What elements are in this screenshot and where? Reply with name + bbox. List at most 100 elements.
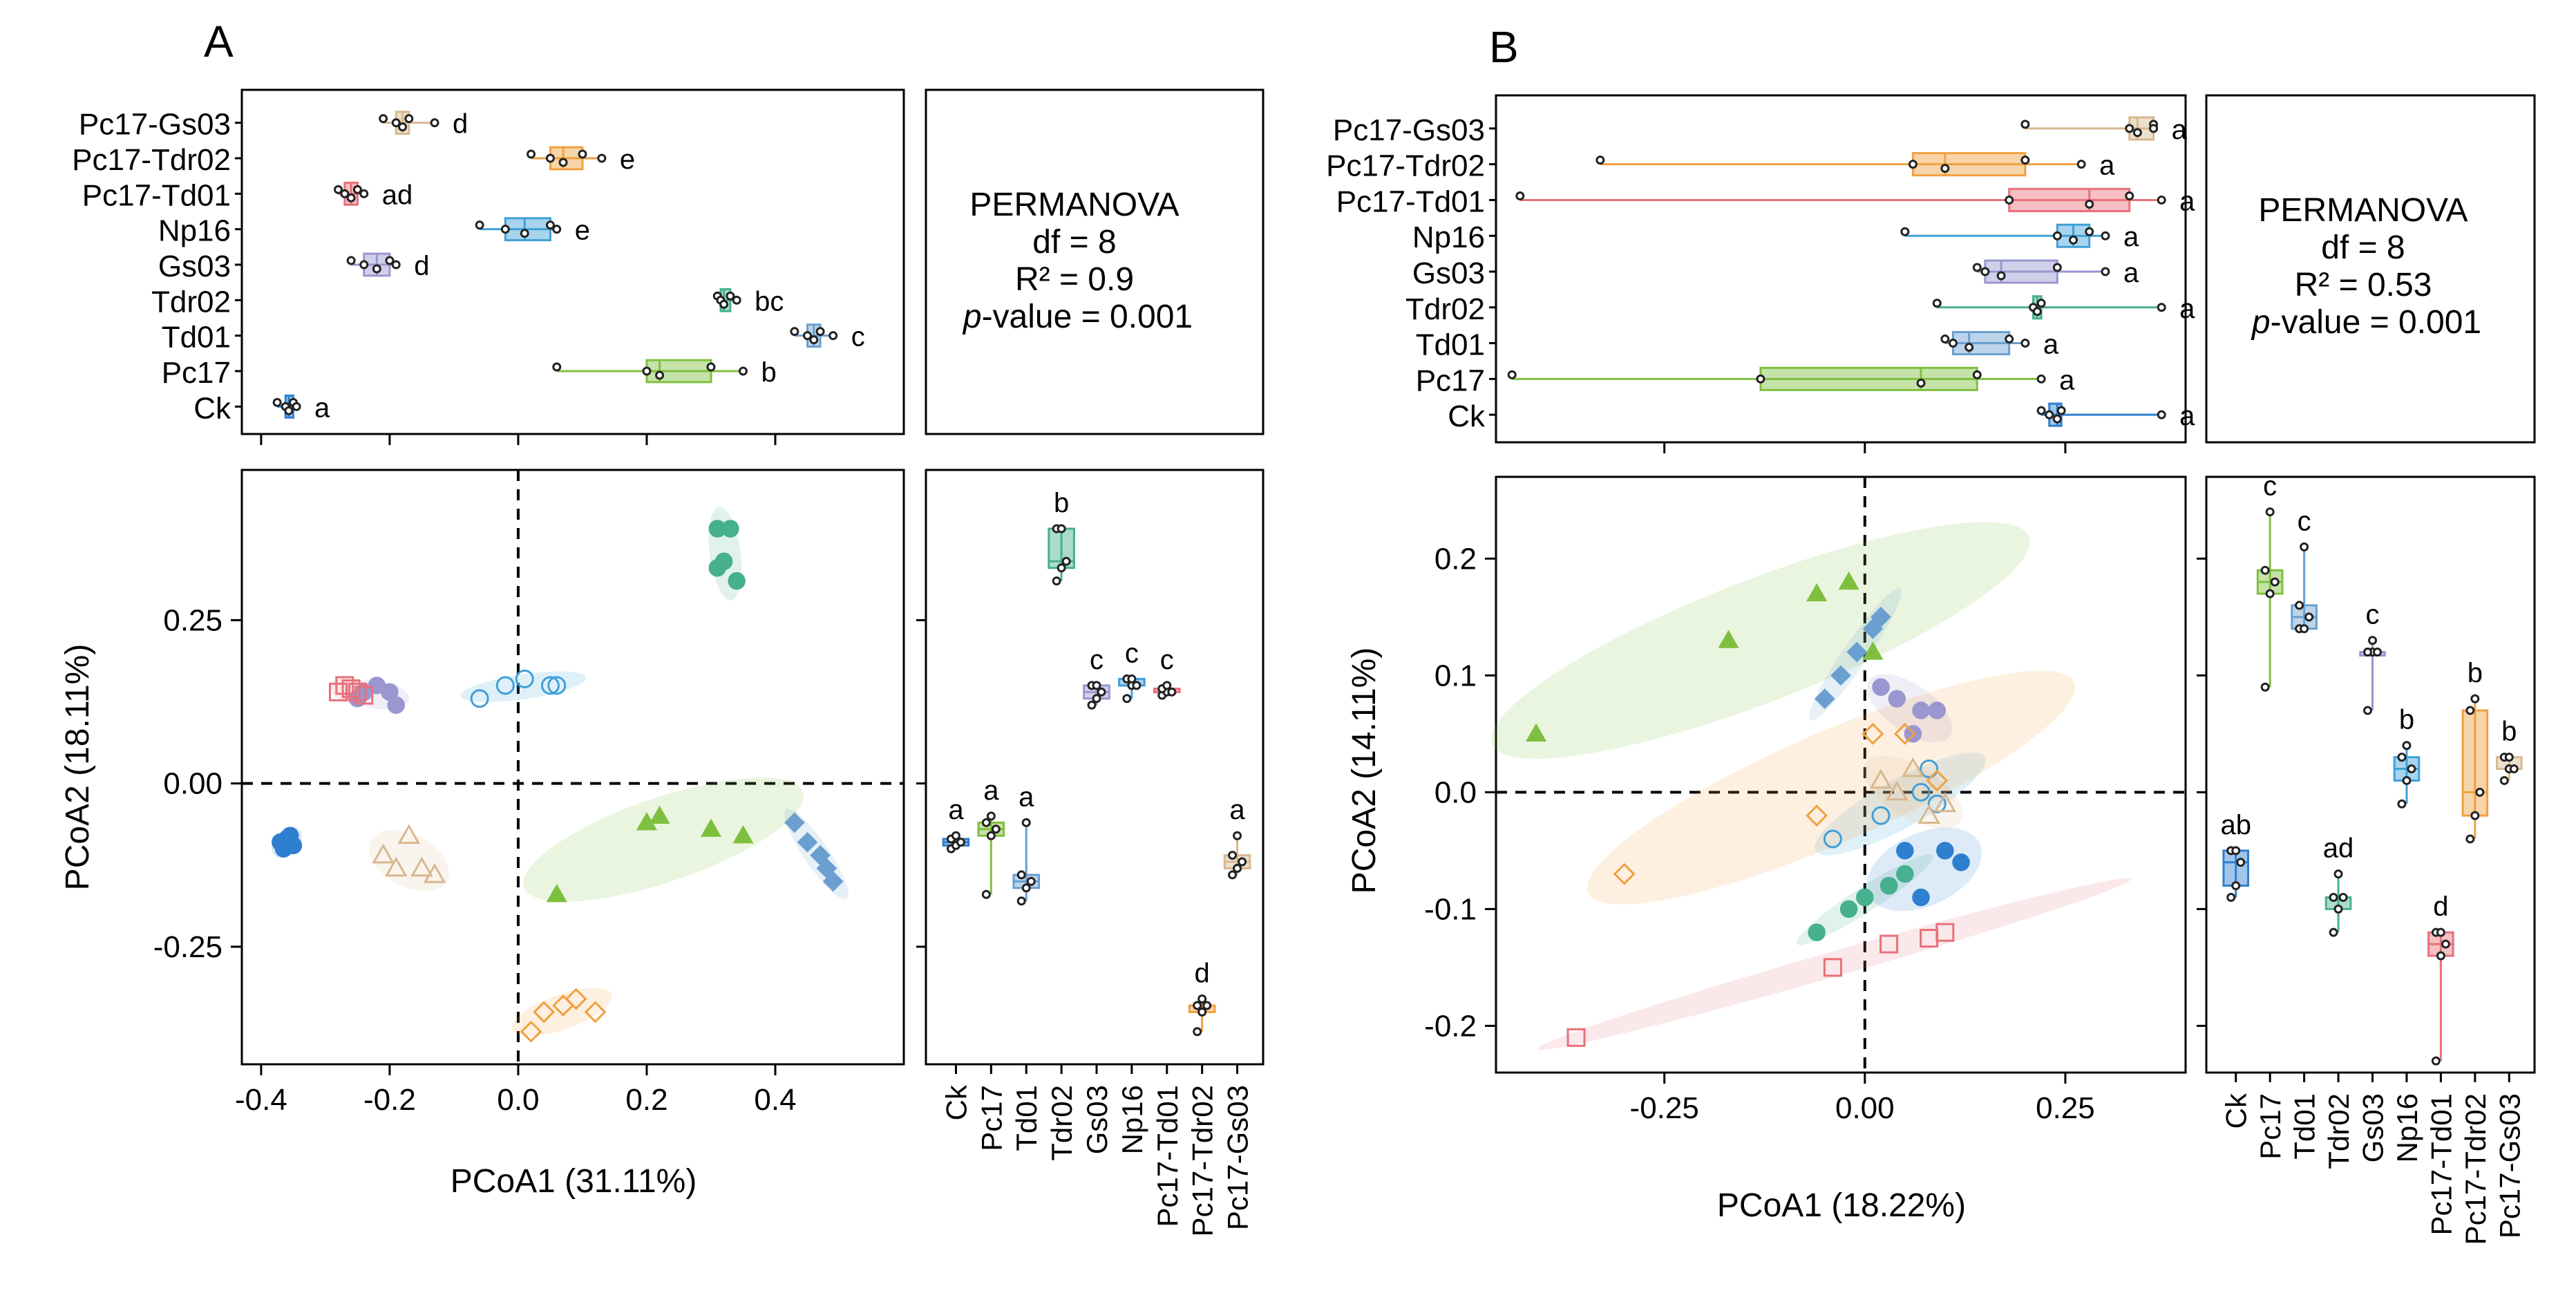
panel-a-point-pc17-gs03-2 (397, 824, 421, 845)
panel-b-point-np16-2 (1911, 782, 1931, 802)
panel-b-ellipse-pc17-td01 (1537, 878, 2131, 1050)
panel-b-point-pc17-gs03-2 (1902, 757, 1924, 777)
panel-b-side-letter-tdr02: ad (2323, 833, 2354, 864)
panel-a-side-dot-pc17-gs03-0 (1228, 870, 1238, 880)
panel-a-permanova-box (925, 88, 1265, 435)
panel-b-top-dot-tdr02-4 (2157, 303, 2166, 312)
panel-a-top-dot-pc17-gs03-4 (430, 118, 439, 128)
panel-a-point-np16-4 (547, 676, 567, 695)
panel-b-ellipse-pc17-tdr02 (1587, 670, 2075, 905)
panel-b-point-pc17-td01-2 (1879, 934, 1899, 954)
panel-a-top-dot-pc17-td01-3 (352, 185, 362, 194)
panel-a-top-dot-np16-4 (552, 225, 562, 234)
panel-b-side-group-label-gs03: Gs03 (2357, 1093, 2389, 1162)
panel-b-top-dot-td01-1 (1948, 339, 1958, 348)
panel-a-top-group-label-pc17: Pc17 (162, 356, 231, 390)
panel-b-side-dot-pc17-td01-0 (2431, 1056, 2441, 1066)
panel-b-top-group-label-pc17-tdr02: Pc17-Tdr02 (1326, 149, 1485, 183)
panel-a-top-box-pc17-tdr02 (549, 146, 584, 171)
panel-a-top-letter-ck: a (314, 393, 330, 423)
panel-b-side-group-label-pc17-td01: Pc17-Td01 (2425, 1093, 2457, 1235)
panel-a-p-italic: p (962, 299, 982, 335)
panel-b-top-dot-gs03-1 (1980, 267, 1990, 276)
panel-b-point-pc17-td01-4 (1935, 923, 1955, 942)
panel-b-side-dot-pc17-tdr02-0 (2465, 834, 2475, 844)
panel-b-side-group-label-pc17-gs03: Pc17-Gs03 (2493, 1093, 2526, 1238)
panel-a-side-dot-pc17-3 (981, 818, 991, 827)
panel-b-point-pc17-3 (1838, 571, 1859, 590)
panel-b-top-dot-gs03-0 (1972, 263, 1982, 272)
panel-a-top-dot-pc17-0 (552, 362, 562, 372)
panel-b-top-dot-gs03-3 (2052, 263, 2062, 272)
panel-a-y-tick-label-1: 0.00 (163, 767, 222, 801)
panel-a-top-dot-pc17-2 (655, 370, 665, 380)
panel-b-top-letter-gs03: a (2123, 258, 2139, 288)
panel-b-top-dot-tdr02-2 (2032, 307, 2042, 317)
panel-b-y-axis-title: PCoA2 (14.11%) (1346, 648, 1383, 894)
panel-a-top-dot-pc17-gs03-0 (379, 114, 388, 124)
panel-a-side-group-label-tdr02: Tdr02 (1045, 1085, 1078, 1161)
panel-b-point-pc17-gs03-3 (1917, 804, 1941, 824)
chart-marks: -0.4 -0.2 0.0 0.2 0.4 -0.25 0.00 0.25 d Pc17-Gs03… (72, 108, 2526, 1245)
panel-a-top-dot-pc17-tdr02-3 (578, 149, 587, 159)
panel-b-side-letter-pc17-gs03: b (2501, 717, 2517, 747)
panel-b-side-frame (2205, 475, 2536, 1074)
panel-b-point-pc17-tdr02-0 (1613, 862, 1636, 885)
panel-a-x-axis-title: PCoA1 (31.11%) (451, 1163, 697, 1200)
panel-a-top-dot-pc17-gs03-2 (398, 122, 408, 132)
panel-a-side-group-label-pc17: Pc17 (975, 1085, 1007, 1151)
panel-a-point-td01-0 (784, 812, 805, 833)
panel-b-top-letter-tdr02: a (2179, 294, 2195, 324)
panel-b-top-dot-pc17-3 (1972, 370, 1982, 379)
panel-a-point-td01-1 (797, 831, 818, 853)
panel-a-side-dot-pc17-td01-2 (1167, 687, 1177, 697)
panel-b-top-dot-td01-3 (2005, 334, 2014, 344)
panel-b-top-group-label-td01: Td01 (1416, 328, 1485, 362)
panel-b-top-dot-gs03-4 (2101, 267, 2110, 276)
panel-a-side-dot-tdr02-1 (1057, 563, 1066, 573)
panel-a-side-letter-pc17-td01: c (1160, 645, 1174, 675)
panel-b-point-pc17-tdr02-2 (1862, 722, 1884, 745)
panel-b-point-pc17-td01-0 (1566, 1028, 1586, 1047)
panel-b-side-box-pc17-tdr02 (2461, 709, 2489, 817)
panel-b-p-italic: p (2251, 304, 2271, 341)
panel-a-point-pc17-td01-3 (348, 682, 367, 701)
panel-a-y-axis-title: PCoA2 (18.11%) (59, 644, 96, 891)
panel-b-top-letter-np16: a (2123, 222, 2139, 252)
panel-a-top-group-label-ck: Ck (193, 391, 231, 425)
panel-a-top-group-label-np16: Np16 (158, 214, 231, 248)
panel-a-top-group-label-pc17-td01: Pc17-Td01 (82, 178, 231, 212)
panel-a-side-letter-gs03: c (1090, 645, 1104, 675)
panel-a-side-letter-pc17: a (983, 775, 999, 806)
panel-b-side-dot-td01-4 (2300, 542, 2309, 551)
panel-a-point-tdr02-3 (728, 572, 746, 590)
panel-b-top-group-label-np16: Np16 (1412, 220, 1485, 254)
panel-a-top-dot-pc17-4 (738, 366, 748, 376)
panel-b-point-np16-1 (1871, 806, 1891, 825)
panel-a-side-dot-np16-2 (1132, 681, 1142, 690)
panel-b-point-pc17-tdr02-1 (1806, 804, 1828, 827)
panel-a-side-group-label-pc17-td01: Pc17-Td01 (1151, 1085, 1184, 1227)
panel-b-top-dot-pc17-tdr02-1 (1908, 160, 1917, 169)
panel-b-top-dot-np16-0 (1900, 227, 1910, 236)
panel-b-top-dot-np16-3 (2085, 227, 2094, 236)
panel-b-top-letter-pc17-td01: a (2179, 186, 2195, 216)
panel-b-side-dot-pc17-td01-1 (2436, 951, 2445, 961)
panel-b-y-tick-label-3: 0.1 (1434, 659, 1477, 692)
panel-b-side-letter-ck: ab (2220, 810, 2251, 840)
panel-b-top-box-pc17 (1759, 366, 1978, 391)
panel-a-top-dot-pc17-3 (706, 362, 716, 372)
panel-a-top-dot-pc17-td01-4 (359, 189, 369, 198)
panel-a-side-dot-pc17-td01-4 (1162, 681, 1172, 690)
panel-a-top-group-label-td01: Td01 (162, 321, 231, 355)
panel-b-x-tick-label-1: 0.00 (1835, 1091, 1895, 1125)
panel-a-top-letter-gs03: d (414, 251, 429, 281)
panel-b-point-pc17-4 (1862, 641, 1884, 660)
panel-b-point-gs03-3 (1928, 701, 1947, 719)
panel-b-point-gs03-2 (1912, 701, 1930, 719)
panel-a-point-np16-3 (540, 676, 560, 695)
panel-a-top-dot-tdr02-2 (719, 299, 729, 309)
panel-a-top-letter-pc17-td01: ad (382, 180, 413, 210)
panel-b-y-tick-label-1: -0.1 (1424, 892, 1477, 926)
panel-b-side-dot-pc17-4 (2265, 507, 2275, 517)
